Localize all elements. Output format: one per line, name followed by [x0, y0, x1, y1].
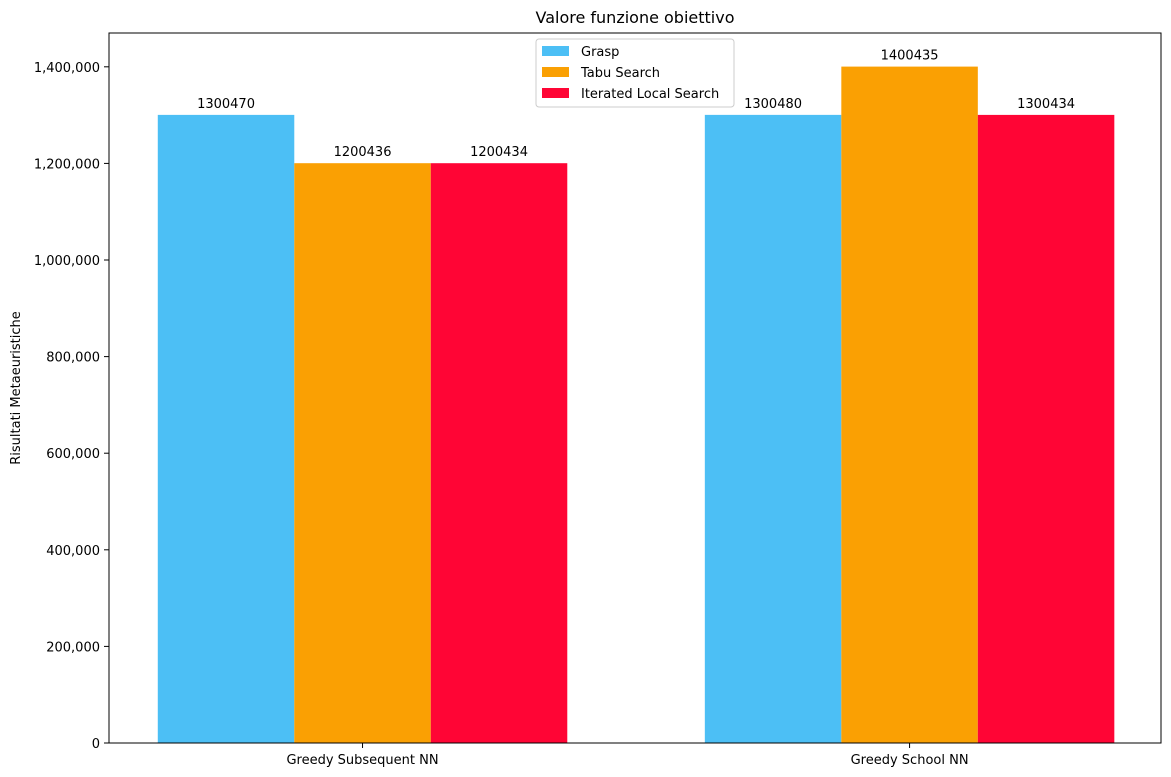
x-tick-label: Greedy School NN	[851, 753, 969, 768]
y-axis: 0 200,000 400,000 600,000 800,000 1,000,000 1,…	[34, 61, 109, 752]
y-tick-label: 1,400,000	[34, 61, 100, 76]
legend-swatch	[542, 46, 569, 56]
data-label: 1200434	[470, 145, 528, 160]
y-tick-label: 0	[92, 737, 100, 752]
bar-grasp-1	[704, 114, 842, 743]
legend-swatch	[542, 67, 569, 77]
x-axis: Greedy Subsequent NN Greedy School NN	[286, 743, 969, 768]
y-tick-label: 200,000	[46, 640, 100, 655]
legend: Grasp Tabu Search Iterated Local Search	[535, 38, 735, 108]
legend-swatch	[542, 88, 569, 98]
bars-layer	[157, 66, 1115, 743]
chart-title: Valore funzione obiettivo	[536, 8, 735, 27]
y-tick-label: 400,000	[46, 544, 100, 559]
bar-tabu-search-0	[294, 163, 431, 743]
data-label: 1300434	[1017, 97, 1075, 112]
y-tick-label: 1,200,000	[34, 157, 100, 172]
data-labels-layer: 1300470 1300480 1200436 1400435 1200434 13004…	[197, 49, 1075, 161]
data-label: 1300480	[744, 97, 802, 112]
y-tick-label: 600,000	[46, 447, 100, 462]
bar-iterated-local-search-0	[430, 163, 568, 743]
bar-tabu-search-1	[841, 66, 978, 743]
y-axis-label: Risultati Metaeuristiche	[9, 311, 24, 465]
bar-iterated-local-search-1	[977, 114, 1115, 743]
data-label: 1300470	[197, 97, 255, 112]
legend-label: Tabu Search	[580, 66, 660, 81]
y-tick-label: 1,000,000	[34, 254, 100, 269]
legend-label: Grasp	[581, 45, 619, 60]
x-tick-label: Greedy Subsequent NN	[286, 753, 438, 768]
y-tick-label: 800,000	[46, 351, 100, 366]
legend-label: Iterated Local Search	[581, 87, 719, 102]
plot-frame	[108, 32, 1162, 744]
legend-box	[535, 38, 735, 108]
bar-grasp-0	[157, 114, 295, 743]
data-label: 1400435	[881, 49, 939, 64]
data-label: 1200436	[334, 145, 392, 160]
